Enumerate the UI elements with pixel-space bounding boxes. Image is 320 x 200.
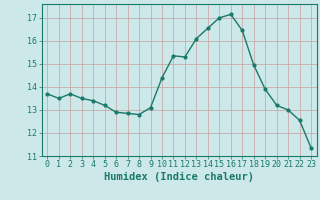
X-axis label: Humidex (Indice chaleur): Humidex (Indice chaleur) [104,172,254,182]
